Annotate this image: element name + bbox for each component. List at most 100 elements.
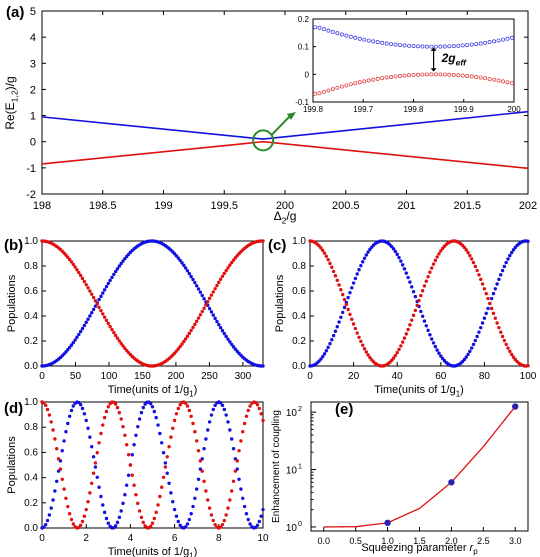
data-point xyxy=(102,510,107,515)
data-point xyxy=(130,473,134,477)
data-point xyxy=(362,256,367,260)
data-point xyxy=(84,320,88,325)
data-point xyxy=(246,517,250,522)
data-point xyxy=(231,345,236,349)
data-point xyxy=(200,293,204,298)
data-point xyxy=(404,332,408,336)
data-point xyxy=(393,249,398,254)
data-point xyxy=(228,340,232,344)
data-point xyxy=(78,273,83,278)
data-point xyxy=(353,276,358,281)
data-point xyxy=(91,455,96,459)
data-point xyxy=(125,443,129,447)
inset-point xyxy=(326,28,331,33)
label-part: ) xyxy=(460,384,464,396)
y-tick-label: 0.0 xyxy=(24,361,38,372)
data-point xyxy=(88,435,92,439)
data-point xyxy=(97,297,101,302)
inset-point xyxy=(326,88,331,93)
subscript: eff xyxy=(456,57,468,67)
data-point xyxy=(410,285,414,289)
data-point xyxy=(213,286,217,291)
data-point xyxy=(475,268,479,273)
data-point xyxy=(355,272,359,276)
data-point xyxy=(335,325,339,329)
x-tick-label: 201 xyxy=(397,200,415,212)
inset-frame xyxy=(312,18,515,103)
data-point xyxy=(222,331,227,336)
data-point xyxy=(242,504,247,509)
data-point xyxy=(82,514,87,518)
data-point xyxy=(495,282,499,286)
data-point xyxy=(198,290,203,294)
data-point xyxy=(191,325,195,330)
data-point xyxy=(348,290,352,295)
data-point xyxy=(67,414,72,419)
data-point xyxy=(183,266,188,270)
inset-point xyxy=(335,85,340,90)
data-point xyxy=(49,420,53,424)
data-point xyxy=(134,433,138,438)
x-tick-label: 202 xyxy=(519,200,537,212)
inset-point xyxy=(330,29,335,34)
y-tick-label: 1.0 xyxy=(24,397,38,408)
x-tick-label: 6 xyxy=(172,533,178,544)
data-point xyxy=(257,406,262,411)
data-point xyxy=(104,318,109,323)
data-point xyxy=(226,506,230,510)
y-tick-label: 1.0 xyxy=(24,236,38,247)
y-tick-exponent: 0 xyxy=(298,521,302,528)
data-point xyxy=(239,487,243,491)
data-point xyxy=(261,239,265,243)
x-tick-label: 0 xyxy=(307,371,313,382)
inset-point xyxy=(510,35,514,40)
data-point xyxy=(119,417,123,421)
data-point xyxy=(99,294,103,299)
data-point xyxy=(324,254,329,258)
data-point xyxy=(261,418,265,423)
data-point xyxy=(60,448,64,453)
data-point xyxy=(330,265,334,269)
data-point xyxy=(437,252,441,256)
data-point xyxy=(86,286,90,290)
data-point xyxy=(165,471,169,475)
data-point xyxy=(362,347,367,351)
x-tick-label: 150 xyxy=(134,371,151,382)
data-point xyxy=(477,273,481,277)
data-point xyxy=(195,439,199,443)
data-point xyxy=(475,334,479,339)
data-point xyxy=(479,277,483,282)
data-point xyxy=(113,524,118,528)
data-point xyxy=(218,401,223,405)
data-point xyxy=(71,340,76,345)
data-point xyxy=(218,325,223,330)
data-point xyxy=(411,289,416,294)
data-point xyxy=(255,523,260,527)
data-point xyxy=(319,246,323,250)
x-axis-label: Time(units of 1/g1) xyxy=(108,546,198,557)
data-point xyxy=(241,430,245,434)
data-point xyxy=(422,319,427,323)
data-point xyxy=(47,513,52,517)
data-point xyxy=(222,271,227,276)
data-point xyxy=(88,491,92,495)
data-point xyxy=(391,247,396,251)
y-tick-label: 5 xyxy=(30,6,36,18)
data-point xyxy=(67,511,72,516)
data-point xyxy=(91,307,96,312)
y-tick-label: 0.2 xyxy=(24,498,38,509)
subscript: 1 xyxy=(456,389,461,398)
data-point xyxy=(207,420,212,424)
data-point xyxy=(246,408,250,413)
data-point xyxy=(395,252,399,257)
x-tick-label: 1.0 xyxy=(381,536,394,546)
y-tick-label: 0.4 xyxy=(24,311,38,322)
x-tick-label: 250 xyxy=(201,371,218,382)
gap-arrow-head xyxy=(430,68,437,72)
data-point xyxy=(326,345,330,350)
panel-b: 0 50 100 150 200 250 300 0.0 0.2 0.4 0.6 0.8 1.0(b) P… xyxy=(4,236,265,398)
data-point xyxy=(506,257,510,261)
data-point xyxy=(346,307,350,312)
data-point xyxy=(324,349,329,353)
data-point xyxy=(90,311,94,315)
